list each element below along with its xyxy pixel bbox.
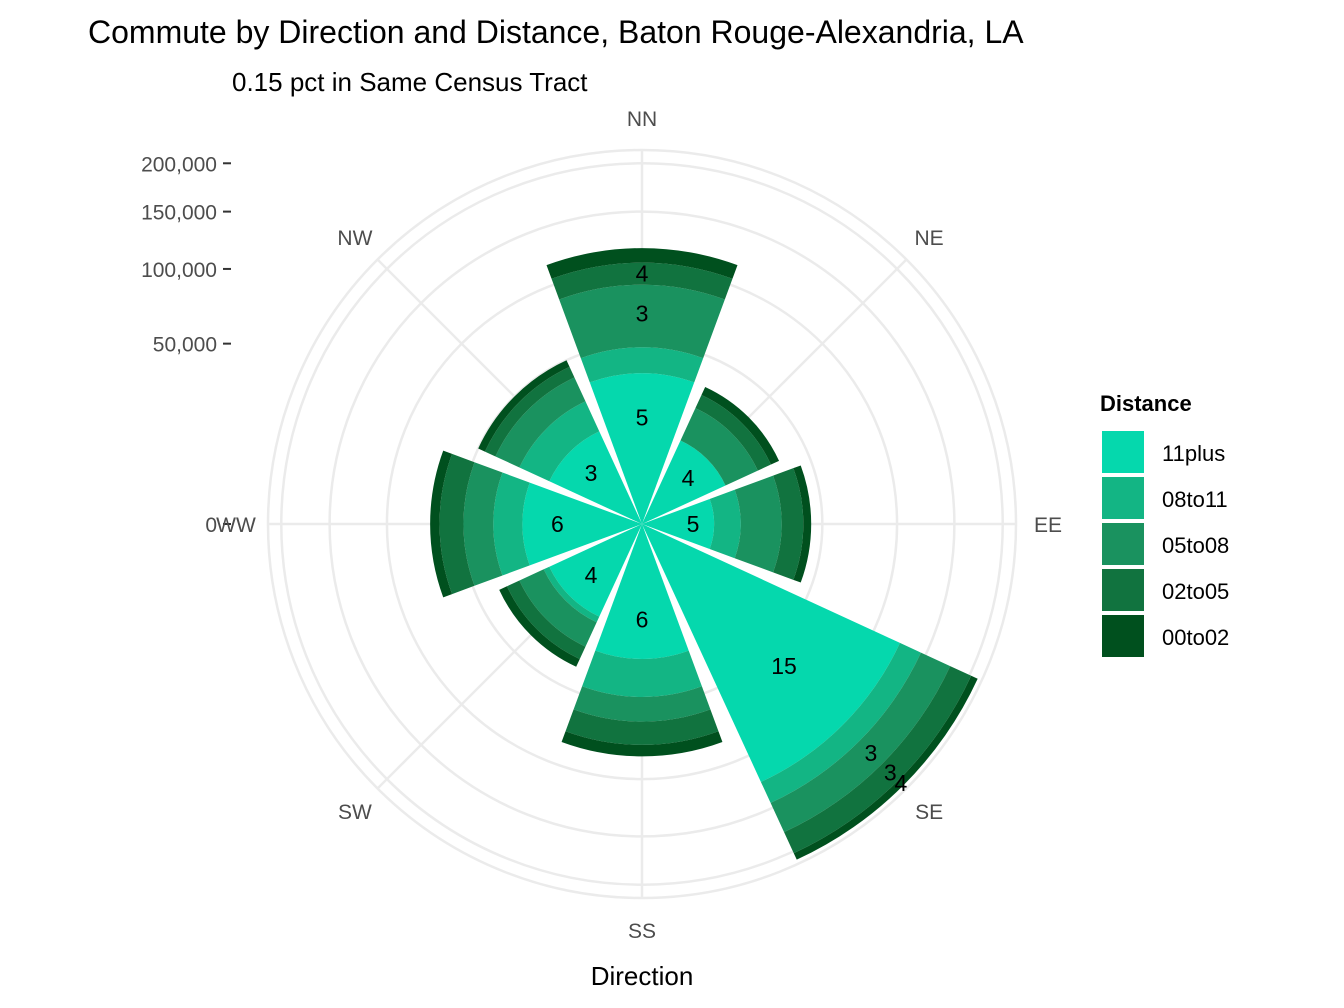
bar-label-nw-11plus: 3 xyxy=(585,460,598,486)
bar-sw-11plus xyxy=(549,524,642,617)
y-tick-label-1: 50,000 xyxy=(153,334,217,357)
bar-label-nn-02to05: 4 xyxy=(636,260,649,286)
bar-se-05to08 xyxy=(770,652,951,833)
bar-sw-00to02 xyxy=(499,586,580,667)
bar-ss-02to05 xyxy=(565,709,719,745)
bar-ee-05to08 xyxy=(734,475,782,573)
chart-title: Commute by Direction and Distance, Baton… xyxy=(88,14,1024,50)
direction-label-ss: SS xyxy=(628,920,656,943)
legend-label-00to02: 00to02 xyxy=(1162,625,1229,650)
bar-ww-00to02 xyxy=(430,450,453,598)
legend-label-05to08: 05to08 xyxy=(1162,533,1229,558)
bar-ne-11plus xyxy=(642,440,726,524)
y-tick-label-4: 200,000 xyxy=(141,153,217,176)
bar-sw-08to11 xyxy=(543,566,600,623)
bar-label-se-05to08: 3 xyxy=(864,740,877,766)
bar-ss-05to08 xyxy=(573,686,711,722)
bar-nn-02to05 xyxy=(551,262,733,300)
bar-nw-05to08 xyxy=(495,377,586,468)
y-tick-label-2: 100,000 xyxy=(141,259,217,282)
bar-nn-00to02 xyxy=(546,248,738,279)
bar-sw-02to05 xyxy=(506,580,586,660)
legend-key-05to08 xyxy=(1102,523,1144,565)
bar-ww-08to11 xyxy=(493,472,530,576)
direction-label-ee: EE xyxy=(1034,514,1062,537)
bar-se-11plus xyxy=(642,524,900,782)
legend-label-08to11: 08to11 xyxy=(1162,487,1228,512)
bar-nn-08to11 xyxy=(580,347,704,383)
direction-label-nn: NN xyxy=(627,108,657,131)
direction-label-se: SE xyxy=(915,801,943,824)
legend-key-08to11 xyxy=(1102,477,1144,519)
chart-subtitle: 0.15 pct in Same Census Tract xyxy=(232,67,588,97)
bar-nw-08to11 xyxy=(519,401,600,482)
bar-se-02to05 xyxy=(784,666,972,854)
bar-ee-00to02 xyxy=(793,465,812,583)
legend-title: Distance xyxy=(1100,391,1192,416)
bar-label-se-11plus: 15 xyxy=(771,653,797,679)
direction-label-sw: SW xyxy=(338,801,372,824)
bar-ss-08to11 xyxy=(582,650,702,697)
bar-ne-05to08 xyxy=(680,408,758,486)
bar-nw-02to05 xyxy=(484,366,575,457)
bar-ss-11plus xyxy=(595,524,689,659)
bar-ee-02to05 xyxy=(773,468,804,580)
bar-se-08to11 xyxy=(760,642,921,803)
bar-ww-05to08 xyxy=(463,462,503,586)
y-tick-label-0: 0 xyxy=(205,514,217,537)
bar-label-nn-11plus: 5 xyxy=(636,404,649,430)
bar-ne-02to05 xyxy=(695,395,771,471)
bar-ne-00to02 xyxy=(701,386,780,465)
bar-label-nn-05to08: 3 xyxy=(636,301,649,327)
bar-ss-00to02 xyxy=(561,731,723,757)
legend-key-00to02 xyxy=(1102,615,1144,657)
bar-ee-11plus xyxy=(642,499,715,549)
bar-sw-05to08 xyxy=(519,569,597,647)
bar-nw-11plus xyxy=(549,431,642,524)
bar-nn-11plus xyxy=(589,373,695,524)
direction-ticks: NN NE EE SE SS SW WW NW xyxy=(216,108,1062,943)
bar-label-ss-11plus: 6 xyxy=(636,606,649,632)
direction-label-ww: WW xyxy=(216,514,256,537)
bar-ee-08to11 xyxy=(709,489,741,559)
bar-nn-05to08 xyxy=(559,284,725,359)
bar-label-ne-11plus: 4 xyxy=(682,465,695,491)
bar-label-ee-11plus: 5 xyxy=(687,511,700,537)
direction-label-nw: NW xyxy=(337,227,372,250)
bar-label-ww-11plus: 6 xyxy=(551,511,564,537)
bar-label-sw-11plus: 4 xyxy=(585,562,598,588)
bar-ww-11plus xyxy=(522,482,642,566)
legend-key-11plus xyxy=(1102,431,1144,473)
legend-label-02to05: 02to05 xyxy=(1162,579,1229,604)
legend-label-11plus: 11plus xyxy=(1162,441,1225,466)
bars xyxy=(430,248,978,860)
bar-label-se-02to05: 3 xyxy=(884,759,897,785)
bar-nw-00to02 xyxy=(478,360,570,452)
legend-key-02to05 xyxy=(1102,569,1144,611)
bar-label-se-00to02: 4 xyxy=(894,770,907,796)
legend: Distance 11plus 08to11 05to08 02to05 00to02 xyxy=(1100,391,1229,657)
bar-ww-02to05 xyxy=(439,453,475,595)
x-axis-title: Direction xyxy=(591,961,694,991)
y-axis: 0 50,000 100,000 150,000 200,000 xyxy=(141,153,231,537)
y-tick-label-3: 150,000 xyxy=(141,202,217,225)
direction-label-ne: NE xyxy=(914,227,943,250)
